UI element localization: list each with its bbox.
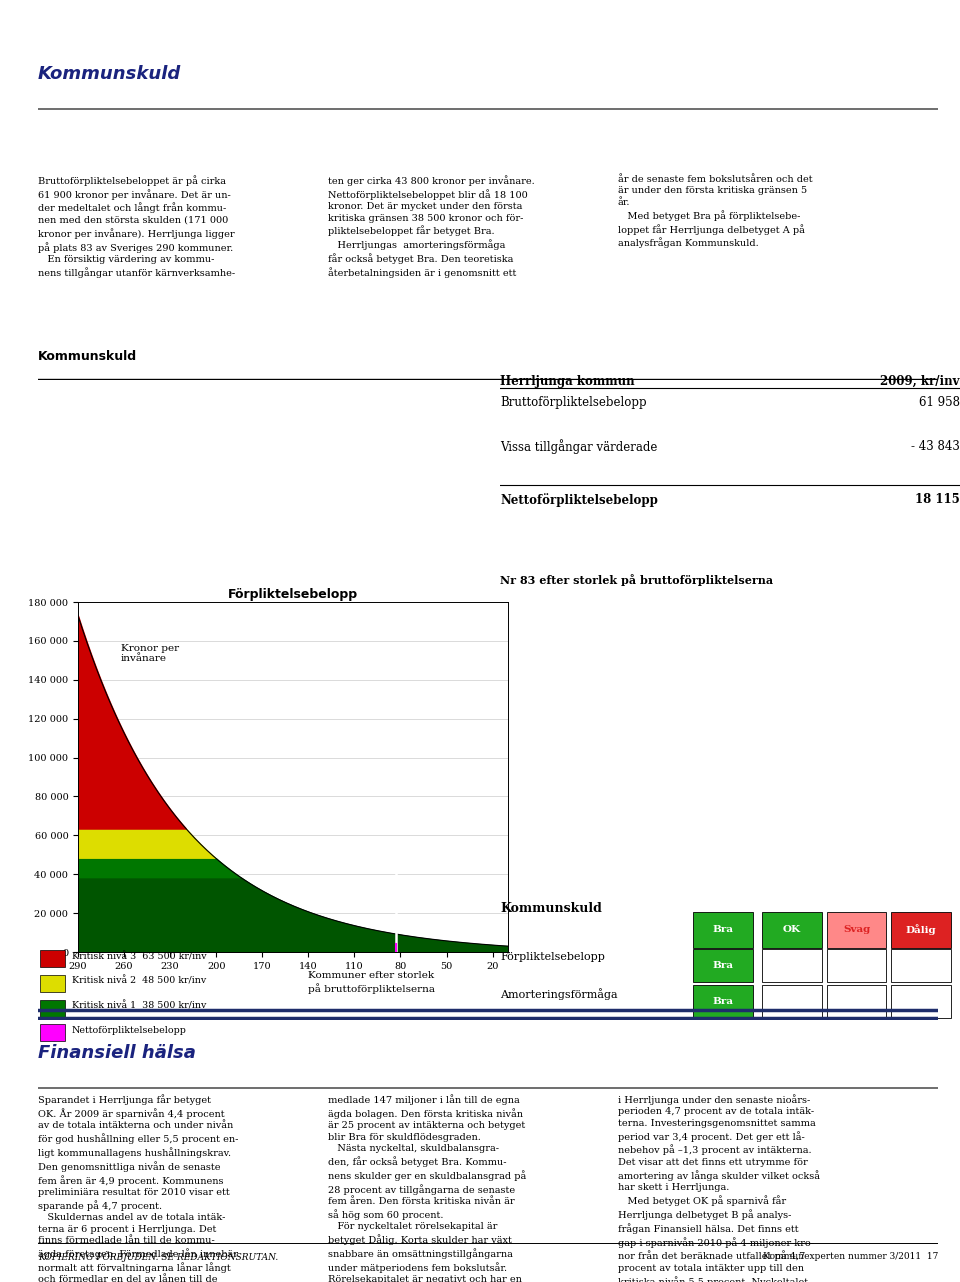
Text: 2009, kr/inv: 2009, kr/inv [880, 376, 960, 388]
Text: Bra: Bra [712, 997, 733, 1006]
Title: Förpliktelsebelopp: Förpliktelsebelopp [228, 588, 358, 601]
Text: medlade 147 miljoner i lån till de egna
ägda bolagen. Den första kritiska nivån
: medlade 147 miljoner i lån till de egna … [328, 1094, 526, 1282]
Text: Bra: Bra [712, 926, 733, 935]
Text: Sparandet i Herrljunga får betyget
OK. År 2009 är sparnivån 4,4 procent
av de to: Sparandet i Herrljunga får betyget OK. Å… [38, 1094, 238, 1282]
Bar [827, 912, 886, 947]
Text: Herrljunga: Herrljunga [838, 10, 938, 28]
Bar [827, 949, 886, 982]
Text: Kronor per
invånare: Kronor per invånare [121, 644, 180, 663]
Text: - 43 843: - 43 843 [911, 440, 960, 453]
Text: Nettoförpliktelsebelopp: Nettoförpliktelsebelopp [72, 1026, 186, 1035]
Bar [891, 985, 950, 1018]
Bar [827, 985, 886, 1018]
Text: Nettoförpliktelsebelopp: Nettoförpliktelsebelopp [500, 492, 658, 506]
Text: Herrljunga kommun: Herrljunga kommun [500, 376, 635, 388]
Text: Kommuner efter storlek
på bruttoförpliktelserna: Kommuner efter storlek på bruttoförplikt… [308, 970, 435, 995]
Bar [762, 949, 822, 982]
Text: Bra: Bra [712, 962, 733, 970]
Text: Kommunexperten nummer 3/2011  17: Kommunexperten nummer 3/2011 17 [762, 1253, 938, 1261]
Bar [891, 949, 950, 982]
Bar [891, 912, 950, 947]
Text: Bruttoförpliktelsebelopp: Bruttoförpliktelsebelopp [500, 396, 647, 409]
Text: Vissa tillgångar värderade: Vissa tillgångar värderade [500, 440, 658, 455]
Bar [762, 985, 822, 1018]
Bar [40, 950, 65, 967]
Text: Nr 83 efter storlek på bruttoförpliktelserna: Nr 83 efter storlek på bruttoförpliktels… [500, 574, 773, 586]
Text: Kritisk nivå 1  38 500 kr/inv: Kritisk nivå 1 38 500 kr/inv [72, 1001, 206, 1010]
Text: Kommunskuld: Kommunskuld [38, 65, 181, 83]
Bar [40, 1000, 65, 1017]
Text: 61 958: 61 958 [919, 396, 960, 409]
Text: Finansiell hälsa: Finansiell hälsa [38, 1044, 196, 1061]
Text: i Herrljunga under den senaste nioårs-
perioden 4,7 procent av de totala intäk-
: i Herrljunga under den senaste nioårs- p… [618, 1094, 820, 1282]
Bar [693, 912, 753, 947]
Text: Kommunskuld: Kommunskuld [38, 350, 137, 363]
Text: OK: OK [783, 926, 802, 935]
Bar [40, 1024, 65, 1041]
Text: Dålig: Dålig [905, 924, 936, 935]
Text: Bruttoförpliktelsebeloppet är på cirka
61 900 kronor per invånare. Det är un-
de: Bruttoförpliktelsebeloppet är på cirka 6… [38, 176, 235, 278]
Text: Kritisk nivå 3  63 500 kr/inv: Kritisk nivå 3 63 500 kr/inv [72, 953, 206, 962]
Bar [762, 912, 822, 947]
Text: Amorteringsförmåga: Amorteringsförmåga [500, 988, 617, 1000]
Text: KOPIERING FÖRBJUDEN. SE REDAKTIONSRUTAN.: KOPIERING FÖRBJUDEN. SE REDAKTIONSRUTAN. [38, 1251, 278, 1261]
Bar [40, 974, 65, 992]
Text: Kommunskuld: Kommunskuld [500, 903, 602, 915]
Bar [693, 985, 753, 1018]
Text: Svag: Svag [843, 926, 870, 935]
Text: Förpliktelsebelopp: Förpliktelsebelopp [500, 953, 605, 963]
Text: år de senaste fem bokslutsåren och det
är under den första kritiska gränsen 5
år: år de senaste fem bokslutsåren och det ä… [618, 176, 812, 249]
Bar [693, 949, 753, 982]
Text: Kritisk nivå 2  48 500 kr/inv: Kritisk nivå 2 48 500 kr/inv [72, 977, 206, 986]
Text: ten ger cirka 43 800 kronor per invånare.
Nettoförpliktelsebeloppet blir då 18 1: ten ger cirka 43 800 kronor per invånare… [328, 176, 535, 278]
Text: 18 115: 18 115 [915, 492, 960, 506]
